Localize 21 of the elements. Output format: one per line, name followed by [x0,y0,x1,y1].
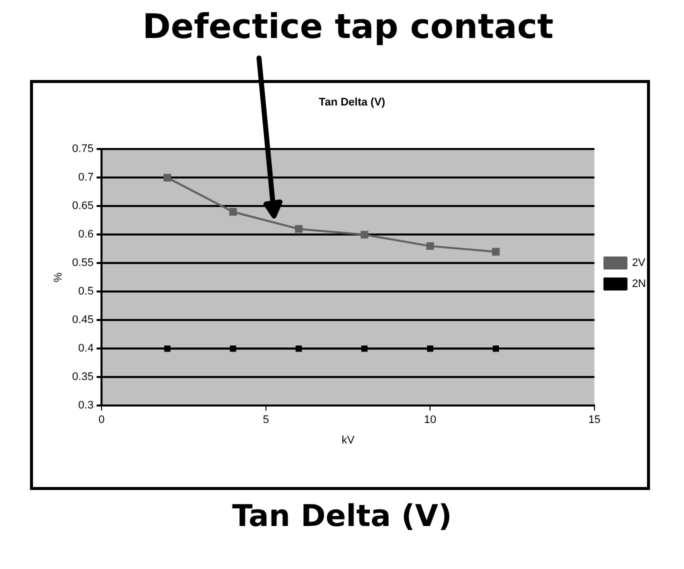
y-axis-title: % [52,272,65,282]
text: Tan Delta (V) [232,498,452,534]
y-tick-label: 0.75 [72,143,94,156]
legend-label: 2N [632,278,646,290]
y-tick-label: 0.3 [78,400,94,412]
chart-title: Tan Delta (V) [318,96,386,109]
x-tick-label: 0 [98,414,105,426]
y-tick-label: 0.7 [78,172,94,184]
y-tick-label: 0.65 [72,200,94,212]
x-tick-label: 10 [424,414,436,426]
y-tick-label: 0.5 [78,286,94,298]
y-tick-label: 0.4 [78,342,94,355]
y-tick-label: 0.35 [72,371,94,384]
text: Defectice tap contact [142,6,554,47]
x-tick-label: 15 [588,414,601,426]
x-tick-label: 5 [262,414,269,426]
y-tick-label: 0.55 [72,257,94,270]
x-axis-title: kV [342,434,356,446]
y-tick-label: 0.45 [72,314,94,326]
y-tick-label: 0.6 [78,228,94,241]
legend-label: 2V [632,257,646,270]
